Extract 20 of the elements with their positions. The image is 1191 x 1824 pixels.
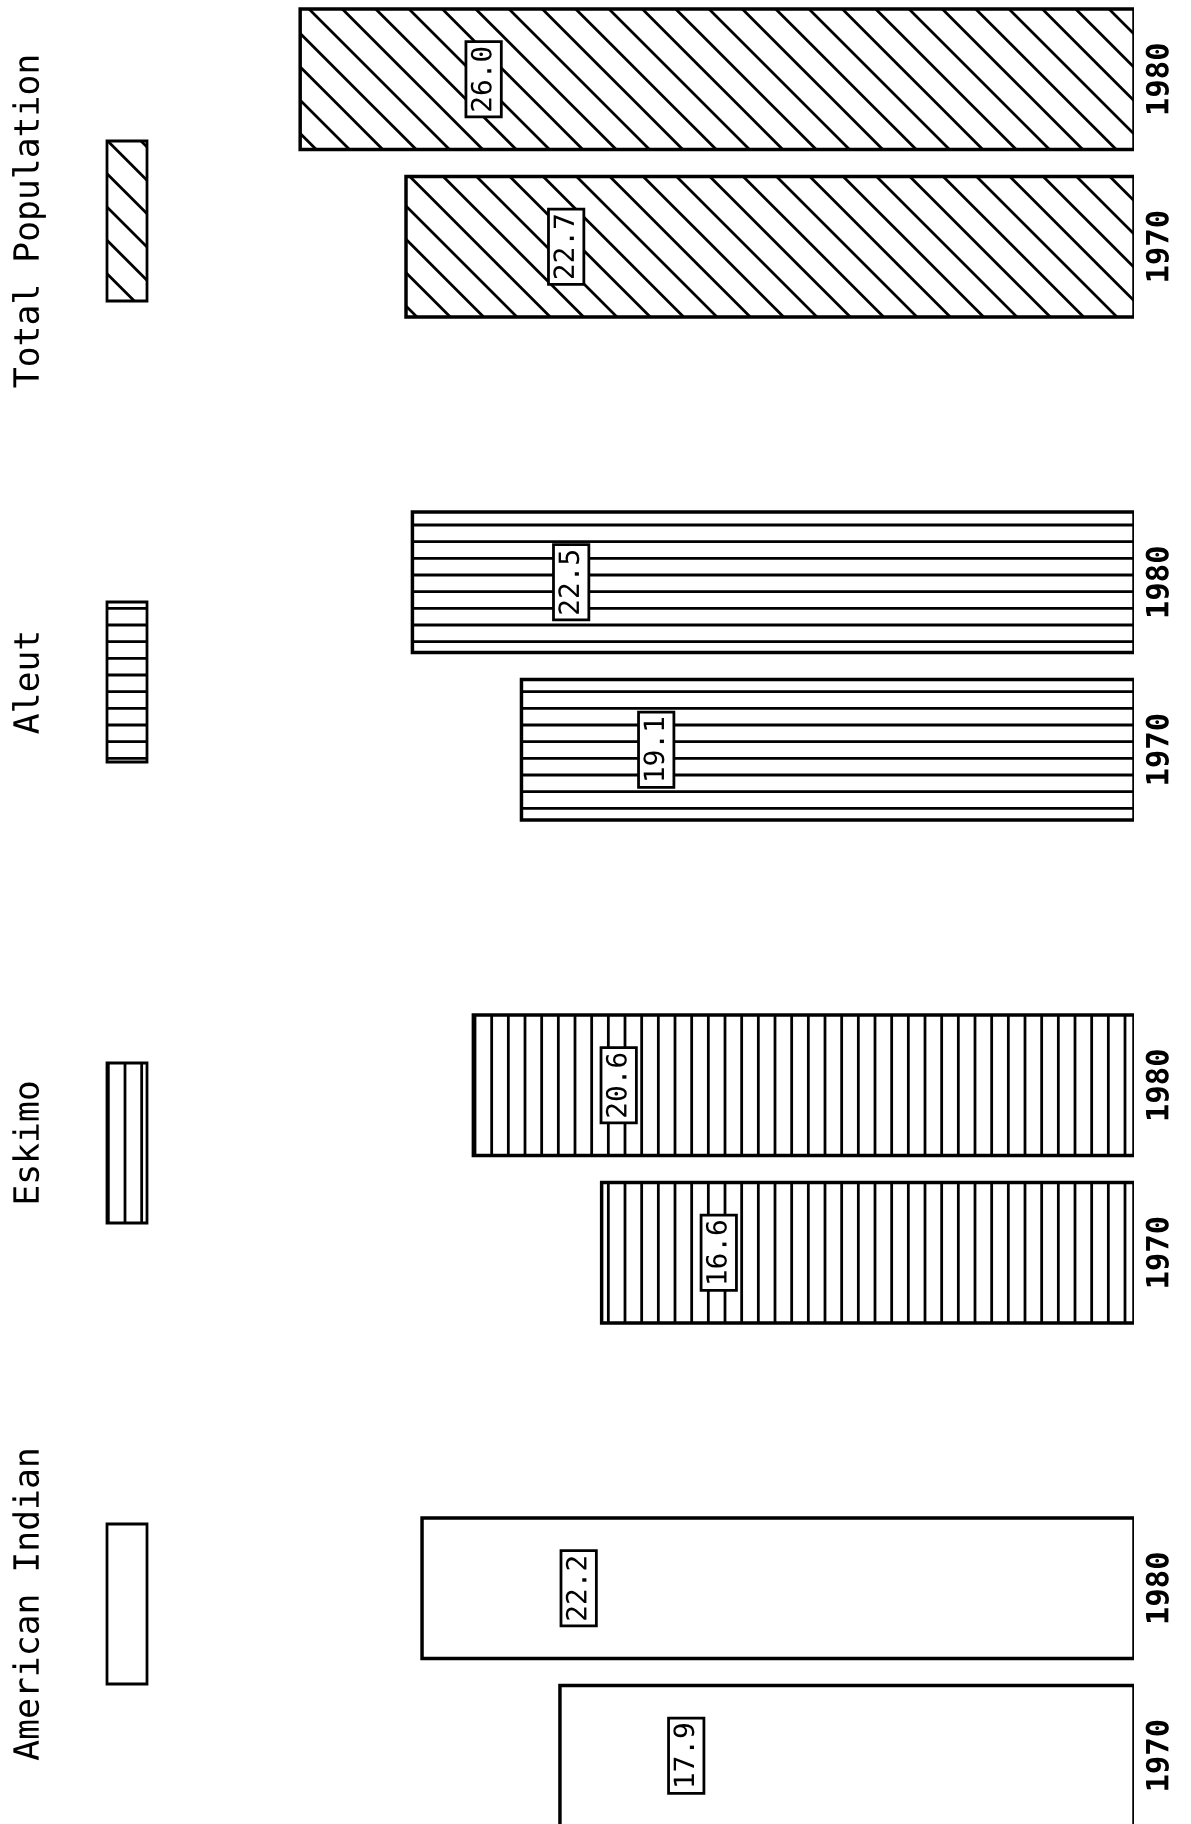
- text: Total Population: [12, 56, 46, 388]
- text: Eskimo: [12, 1082, 40, 1203]
- y-tick-label: 1970: [1145, 1217, 1169, 1287]
- data-label: 17.9: [673, 1724, 695, 1786]
- text: American Indian: [12, 1450, 40, 1761]
- y-tick-label: 1980: [1145, 547, 1169, 617]
- y-tick-label: 1980: [1145, 1050, 1169, 1120]
- data-label: 22.7: [553, 215, 574, 279]
- y-tick-label: 1980: [1145, 1553, 1169, 1623]
- y-tick-label: 1970: [1145, 714, 1169, 784]
- data-label: 22.2: [565, 1557, 587, 1620]
- data-label: 20.6: [605, 1053, 627, 1117]
- text: Aleut: [12, 633, 40, 734]
- y-tick-label: 1970: [1145, 1720, 1169, 1790]
- y-tick-label: 1970: [1145, 211, 1169, 281]
- data-label: 16.6: [705, 1221, 727, 1283]
- data-label: 19.1: [643, 718, 665, 780]
- y-tick-label: 1980: [1145, 44, 1169, 114]
- data-label: 22.5: [558, 551, 580, 614]
- data-label: 26.0: [470, 47, 492, 111]
